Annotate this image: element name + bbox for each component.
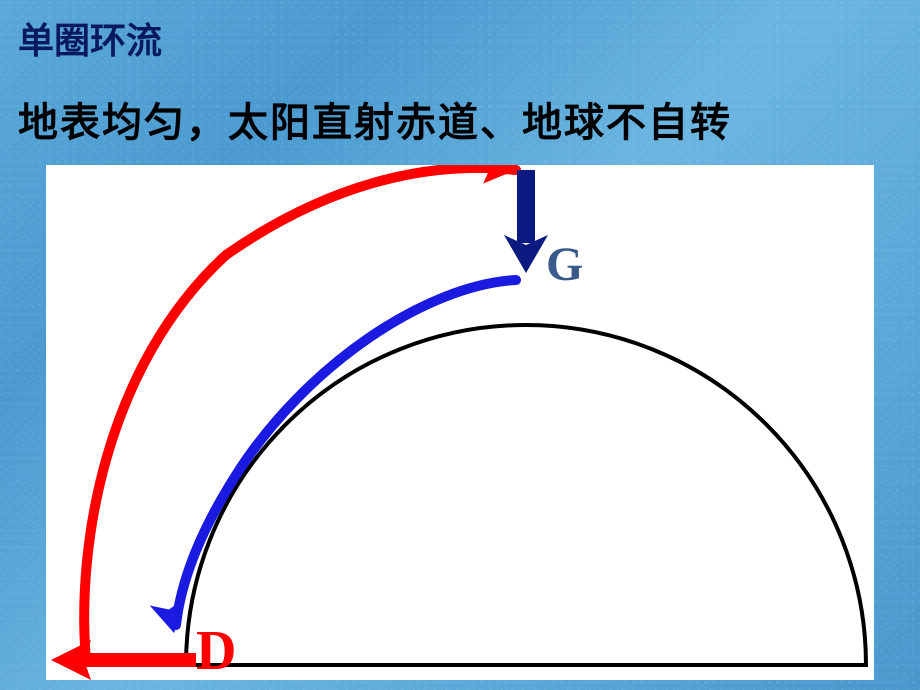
blue-inner-arrowhead xyxy=(150,598,192,637)
semicircle-outline xyxy=(186,325,866,665)
label-g: G xyxy=(546,238,583,291)
red-outer-arc xyxy=(84,168,516,660)
label-d: D xyxy=(196,620,236,680)
title-line-1: 单圈环流 xyxy=(18,12,162,64)
diagram-svg: G D xyxy=(46,165,874,680)
title-line-2: 地表均匀，太阳直射赤道、地球不自转 xyxy=(18,90,732,148)
circulation-diagram: G D xyxy=(46,165,874,680)
